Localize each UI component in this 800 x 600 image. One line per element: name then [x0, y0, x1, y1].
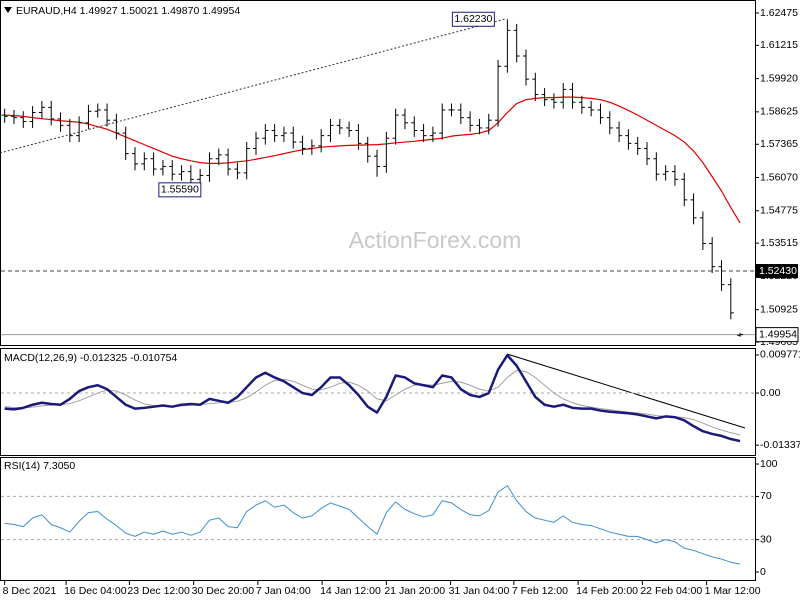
watermark: ActionForex.com [349, 227, 522, 253]
macd-title: MACD(12,26,9) -0.012325 -0.010754 [4, 352, 178, 364]
y-tick-label: 1.50925 [760, 303, 798, 315]
rsi-panel [0, 457, 756, 581]
x-tick-label: 21 Jan 20:00 [384, 585, 445, 597]
current-price-badge [755, 327, 799, 343]
indicator-line [4, 369, 741, 436]
x-tick-label: 23 Dec 12:00 [127, 585, 190, 597]
x-tick-label: 22 Feb 04:00 [640, 585, 702, 597]
x-tick-label: 16 Dec 04:00 [64, 585, 127, 597]
x-tick-label: 31 Jan 04:00 [449, 585, 510, 597]
x-tick-label: 8 Dec 2021 [3, 585, 57, 597]
y-tick-label: 1.58625 [760, 106, 798, 118]
x-tick-label: 7 Feb 12:00 [512, 585, 568, 597]
y-tick-label: 0.00 [760, 387, 781, 399]
x-tick-label: 30 Dec 20:00 [192, 585, 255, 597]
moving-average [4, 96, 741, 224]
price-note: 1.62230 [454, 13, 492, 25]
y-tick-label: 1.59920 [760, 72, 798, 84]
price-note-box [158, 182, 202, 198]
price-title: EURAUD,H4 1.49927 1.50021 1.49870 1.4995… [16, 5, 240, 17]
price-note: 1.55590 [161, 184, 199, 196]
y-tick-label: 70 [760, 490, 772, 502]
price-note-box [451, 11, 495, 27]
trendline [0, 18, 506, 154]
y-tick-label: 0 [760, 566, 766, 578]
y-tick-label: 0.009771 [760, 349, 800, 361]
current-price-label: 1.49954 [759, 328, 797, 340]
plot-layer: 1.62475 1.61215 1.59920 1.58625 1.57365 1.560… [1, 7, 800, 597]
x-tick-label: 7 Jan 04:00 [256, 585, 311, 597]
x-tick-label: 1 Mar 12:00 [705, 585, 761, 597]
macd-trendline [506, 353, 746, 429]
y-tick-label: -0.013377 [760, 439, 800, 451]
x-tick-label: 14 Jan 12:00 [320, 585, 381, 597]
y-tick-label: 1.62475 [760, 7, 798, 19]
macd-panel [0, 348, 756, 456]
price-panel [0, 0, 756, 346]
y-tick-label: 30 [760, 533, 772, 545]
y-tick-label: 100 [760, 458, 778, 470]
y-tick-label: 1.57365 [760, 138, 798, 150]
y-tick-label: 1.53515 [760, 237, 798, 249]
indicator-line [4, 485, 741, 565]
reference-badge [756, 264, 798, 279]
indicator-line [4, 353, 741, 443]
y-tick-label: 1.61215 [760, 39, 798, 51]
y-tick-label: 1.56070 [760, 171, 798, 183]
symbol-menu-icon [4, 7, 12, 13]
rsi-title: RSI(14) 7.3050 [4, 460, 75, 472]
x-tick-label: 14 Feb 20:00 [576, 585, 638, 597]
y-tick-label: 1.54775 [760, 205, 798, 217]
reference-badge-label: 1.52430 [759, 265, 797, 277]
